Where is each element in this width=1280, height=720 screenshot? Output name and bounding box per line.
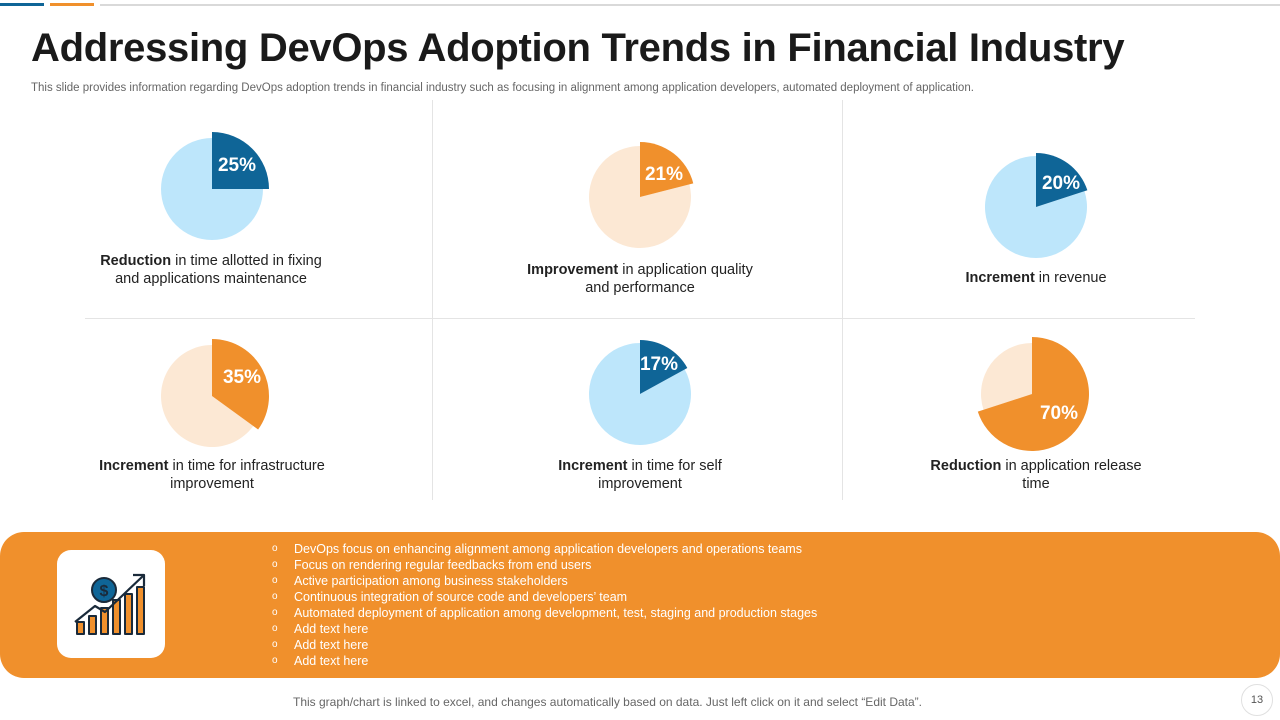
pie-4-caption-bold: Increment bbox=[99, 458, 169, 474]
banner-bullet-6[interactable]: o Add text here bbox=[272, 621, 817, 637]
pie-6-percent-label: 70% bbox=[1040, 403, 1078, 424]
top-accent-bar bbox=[0, 3, 1280, 7]
pie-1-caption: Reduction in time allotted in fixing and… bbox=[91, 252, 331, 288]
pie-chart-3[interactable]: 20% bbox=[975, 145, 1105, 270]
bullet-glyph: o bbox=[272, 639, 278, 650]
banner-bullet-text[interactable]: Add text here bbox=[294, 638, 369, 652]
banner-bullet-text: DevOps focus on enhancing alignment amon… bbox=[294, 542, 802, 556]
banner-icon-box: $ bbox=[57, 550, 165, 658]
bullet-glyph: o bbox=[272, 623, 278, 634]
pie-3-caption-text: in revenue bbox=[1034, 270, 1107, 286]
pie-chart-2[interactable]: 21% bbox=[580, 135, 710, 260]
bullet-glyph: o bbox=[272, 655, 278, 666]
bullet-glyph: o bbox=[272, 591, 278, 602]
pie-6-caption-bold: Reduction bbox=[930, 458, 1002, 474]
pie-chart-5[interactable]: 17% bbox=[580, 330, 710, 455]
banner-bullet-7[interactable]: o Add text here bbox=[272, 637, 817, 653]
banner-bullet-4: o Continuous integration of source code a… bbox=[272, 589, 817, 605]
pie-2-caption-bold: Improvement bbox=[527, 262, 619, 278]
bullet-glyph: o bbox=[272, 607, 278, 618]
pie-6-caption: Reduction in application release time bbox=[916, 457, 1156, 493]
grid-divider-horizontal bbox=[85, 318, 1195, 319]
pie-4-caption: Increment in time for infrastructure imp… bbox=[92, 457, 332, 493]
slide-title: Addressing DevOps Adoption Trends in Fin… bbox=[31, 26, 1125, 70]
accent-orange-segment bbox=[50, 3, 94, 6]
chart-footnote: This graph/chart is linked to excel, and… bbox=[293, 695, 922, 709]
pie-chart-1[interactable]: 25% bbox=[150, 125, 280, 250]
accent-grey-line bbox=[100, 4, 1280, 6]
pie-chart-6[interactable]: 70% bbox=[975, 330, 1105, 460]
banner-bullet-text: Active participation among business stak… bbox=[294, 574, 568, 588]
grid-divider-vertical-1 bbox=[432, 100, 433, 500]
page-number: 13 bbox=[1241, 684, 1273, 716]
pie-6-caption-text: in application release time bbox=[1001, 458, 1142, 492]
pie-2-remainder-slice bbox=[589, 146, 692, 248]
pie-4-caption-text: in time for infrastructure improvement bbox=[168, 458, 325, 492]
pie-3-percent-label: 20% bbox=[1042, 173, 1080, 194]
pie-6-remainder-slice bbox=[981, 343, 1032, 410]
svg-text:$: $ bbox=[100, 583, 109, 600]
bullet-glyph: o bbox=[272, 559, 278, 570]
pie-1-percent-label: 25% bbox=[218, 155, 256, 176]
pie-5-value-slice bbox=[640, 340, 688, 394]
banner-bullet-8[interactable]: o Add text here bbox=[272, 653, 817, 669]
pie-1-caption-bold: Reduction bbox=[100, 253, 172, 269]
banner-bullet-list: o DevOps focus on enhancing alignment amo… bbox=[272, 541, 817, 669]
pie-1-value-slice bbox=[212, 132, 269, 189]
bullet-glyph: o bbox=[272, 575, 278, 586]
pie-5-caption: Increment in time for self improvement bbox=[520, 457, 760, 493]
banner-bullet-text: Automated deployment of application amon… bbox=[294, 606, 818, 620]
pie-3-remainder-slice bbox=[984, 156, 1087, 258]
banner-bullet-text: Focus on rendering regular feedbacks fro… bbox=[294, 558, 592, 572]
pie-4-percent-label: 35% bbox=[223, 367, 261, 388]
accent-blue-segment bbox=[0, 3, 44, 6]
pie-3-caption: Increment in revenue bbox=[916, 269, 1156, 287]
pie-3-caption-bold: Increment bbox=[965, 270, 1035, 286]
pie-2-percent-label: 21% bbox=[645, 164, 683, 185]
summary-banner bbox=[0, 532, 1280, 678]
pie-5-caption-text: in time for self improvement bbox=[598, 458, 722, 492]
pie-5-caption-bold: Increment bbox=[558, 458, 628, 474]
pie-5-remainder-slice bbox=[588, 343, 691, 445]
pie-4-value-slice bbox=[212, 339, 269, 430]
pie-4-remainder-slice bbox=[161, 345, 254, 447]
growth-chart-dollar-icon: $ bbox=[74, 573, 146, 635]
banner-bullet-1: o DevOps focus on enhancing alignment amo… bbox=[272, 541, 817, 557]
pie-2-caption-text: in application quality and performance bbox=[585, 262, 753, 296]
pie-2-caption: Improvement in application quality and p… bbox=[520, 261, 760, 297]
banner-bullet-text: Continuous integration of source code an… bbox=[294, 590, 628, 604]
banner-bullet-3: o Active participation among business sta… bbox=[272, 573, 817, 589]
banner-bullet-2: o Focus on rendering regular feedbacks fr… bbox=[272, 557, 817, 573]
pie-6-value-slice bbox=[977, 337, 1090, 451]
banner-bullet-text[interactable]: Add text here bbox=[294, 622, 369, 636]
banner-bullet-5: o Automated deployment of application amo… bbox=[272, 605, 817, 621]
pie-3-value-slice bbox=[1036, 153, 1088, 207]
pie-5-percent-label: 17% bbox=[640, 354, 678, 375]
pie-1-caption-text: in time allotted in fixing and applicati… bbox=[115, 253, 322, 287]
pie-chart-4[interactable]: 35% bbox=[150, 335, 280, 460]
slide-subtitle: This slide provides information regardin… bbox=[31, 82, 974, 94]
bullet-glyph: o bbox=[272, 543, 278, 554]
grid-divider-vertical-2 bbox=[842, 100, 843, 500]
pie-2-value-slice bbox=[640, 142, 694, 197]
banner-bullet-text[interactable]: Add text here bbox=[294, 654, 369, 668]
